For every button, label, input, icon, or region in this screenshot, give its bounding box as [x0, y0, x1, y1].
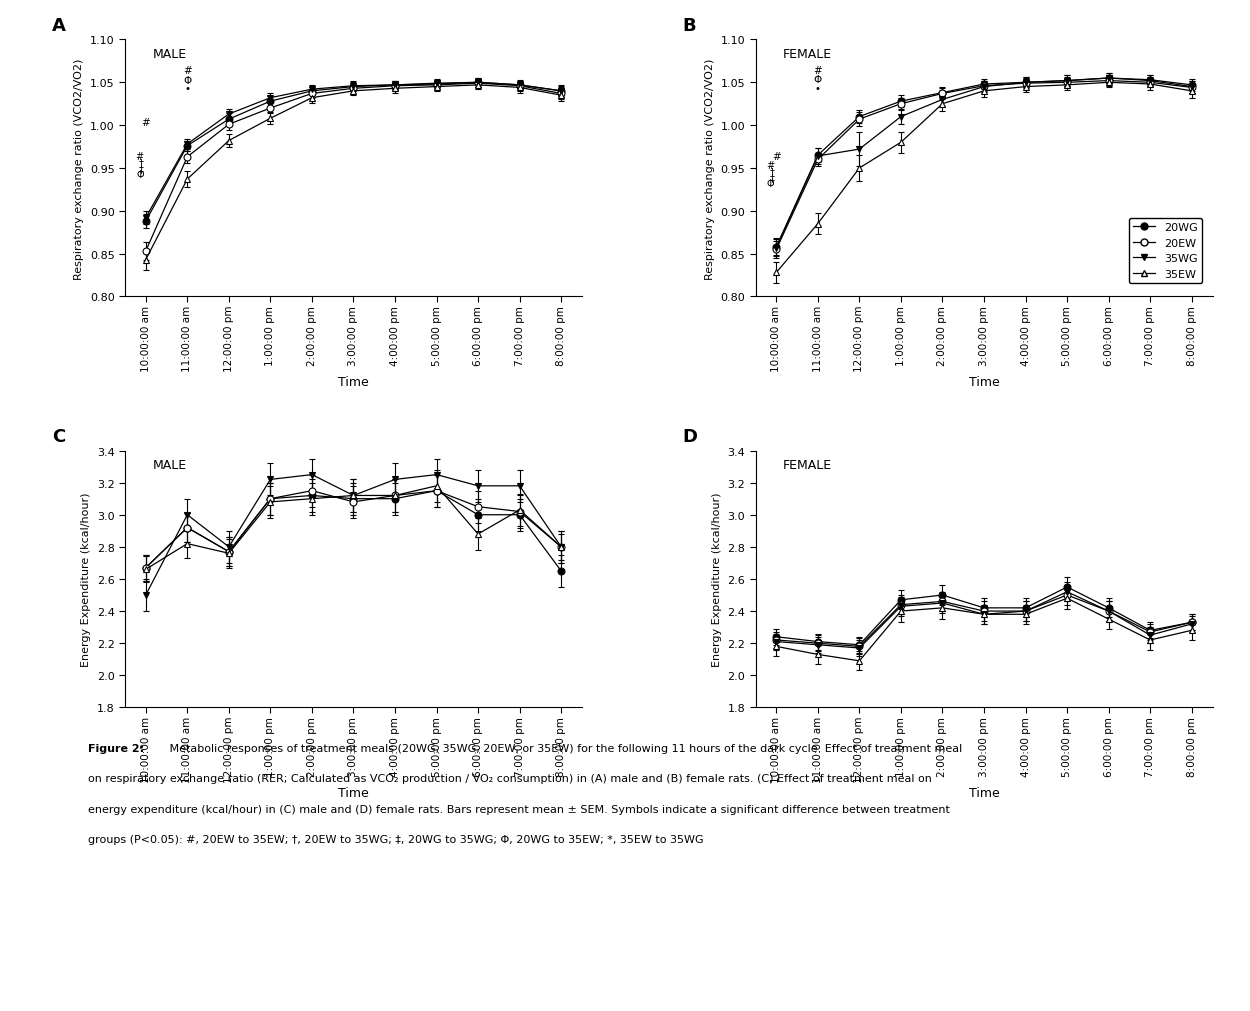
Y-axis label: Energy Expenditure (kcal/hour): Energy Expenditure (kcal/hour) [81, 492, 91, 666]
Text: C: C [52, 428, 65, 446]
Text: #: # [135, 152, 144, 162]
Text: •: • [184, 84, 190, 94]
Text: ‡: ‡ [770, 173, 774, 183]
Text: FEMALE: FEMALE [782, 459, 832, 472]
Legend: 20WG, 20EW, 35WG, 35EW: 20WG, 20EW, 35WG, 35EW [1129, 218, 1202, 284]
X-axis label: Time: Time [338, 787, 369, 800]
Y-axis label: Respiratory exchange ratio (VCO2/VO2): Respiratory exchange ratio (VCO2/VO2) [74, 59, 84, 279]
Text: #: # [772, 152, 781, 162]
Y-axis label: Respiratory exchange ratio (VCO2/VO2): Respiratory exchange ratio (VCO2/VO2) [705, 59, 715, 279]
Text: energy expenditure (kcal/hour) in (C) male and (D) female rats. Bars represent m: energy expenditure (kcal/hour) in (C) ma… [88, 804, 950, 814]
Text: Φ: Φ [136, 170, 144, 180]
X-axis label: Time: Time [969, 787, 1000, 800]
Text: MALE: MALE [152, 459, 186, 472]
Text: Figure 2:: Figure 2: [88, 743, 144, 753]
Text: D: D [682, 428, 698, 446]
Text: †: † [139, 158, 144, 168]
Text: FEMALE: FEMALE [782, 49, 832, 61]
Text: Φ: Φ [184, 76, 191, 86]
Text: #: # [141, 117, 150, 127]
Text: on respiratory exchange ratio (RER; Calculated as VCO₂ production / VO₂ consumpt: on respiratory exchange ratio (RER; Calc… [88, 773, 931, 784]
Text: groups (P<0.05): #, 20EW to 35EW; †, 20EW to 35WG; ‡, 20WG to 35WG; Φ, 20WG to 3: groups (P<0.05): #, 20EW to 35EW; †, 20E… [88, 834, 703, 844]
Text: #: # [182, 67, 191, 77]
X-axis label: Time: Time [969, 376, 1000, 389]
Text: B: B [682, 17, 696, 35]
Text: Φ: Φ [766, 179, 774, 189]
Text: A: A [52, 17, 66, 35]
Text: Metabolic responses of treatment meals (20WG, 35WG, 20EW, or 35EW) for the follo: Metabolic responses of treatment meals (… [166, 743, 962, 753]
Text: #: # [814, 67, 822, 77]
Text: #: # [766, 161, 774, 171]
X-axis label: Time: Time [338, 376, 369, 389]
Text: MALE: MALE [152, 49, 186, 61]
Text: Φ: Φ [814, 75, 822, 85]
Y-axis label: Energy Expenditure (kcal/hour): Energy Expenditure (kcal/hour) [711, 492, 721, 666]
Text: •: • [815, 84, 821, 93]
Text: ‡: ‡ [139, 164, 144, 174]
Text: †: † [770, 167, 774, 177]
